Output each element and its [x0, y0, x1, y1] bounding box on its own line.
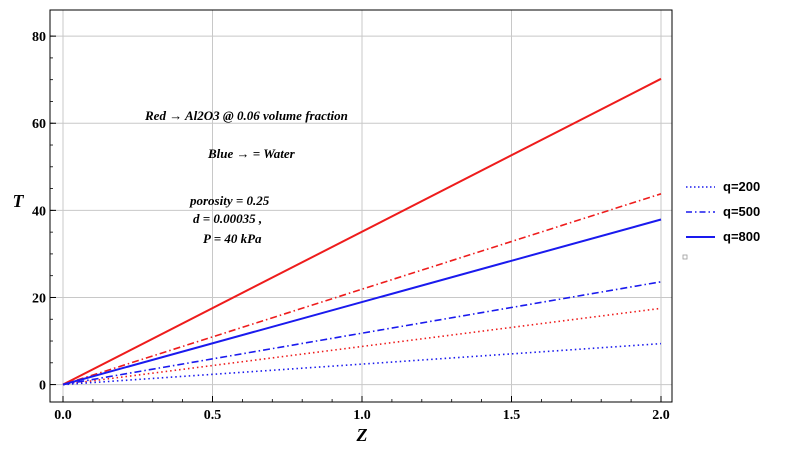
x-axis-label: Z — [356, 425, 368, 445]
y-tick-label: 80 — [32, 30, 46, 45]
x-tick-label: 1.5 — [503, 408, 521, 423]
series-line-2 — [62, 307, 662, 386]
series-line-5 — [62, 342, 662, 386]
x-tick-label: 2.0 — [652, 408, 670, 423]
legend: q=200 q=500 q=800 — [682, 179, 760, 260]
y-tick-label: 60 — [32, 117, 46, 132]
legend-marker-square — [682, 254, 688, 260]
annotation-diameter: d = 0.00035 , — [193, 211, 262, 226]
legend-label-q800: q=800 — [723, 229, 760, 244]
plot-frame — [49, 9, 673, 403]
y-tick-label: 0 — [39, 379, 46, 394]
grid — [50, 10, 672, 402]
series-line-1 — [62, 193, 662, 386]
legend-label-q200: q=200 — [723, 179, 760, 194]
y-axis-label: T — [13, 191, 25, 211]
x-tick-label: 0.5 — [204, 408, 222, 423]
legend-label-q500: q=500 — [723, 204, 760, 219]
y-tick-label: 20 — [32, 291, 46, 306]
x-tick-label: 0.0 — [54, 408, 72, 423]
annotation-porosity: porosity = 0.25 — [189, 193, 270, 208]
series-line-0 — [62, 77, 662, 386]
ticks: 0.0 0.5 1.0 1.5 2.0 0 20 40 60 80 — [32, 30, 670, 423]
series-line-3 — [62, 218, 662, 386]
x-tick-label: 1.0 — [353, 408, 371, 423]
series-lines — [62, 77, 662, 386]
y-tick-label: 40 — [32, 204, 46, 219]
annotation-red-material: Red → Al2O3 @ 0.06 volume fraction — [144, 108, 348, 123]
annotation-pressure: P = 40 kPa — [203, 231, 262, 246]
annotation-blue-material: Blue → = Water — [207, 146, 296, 161]
